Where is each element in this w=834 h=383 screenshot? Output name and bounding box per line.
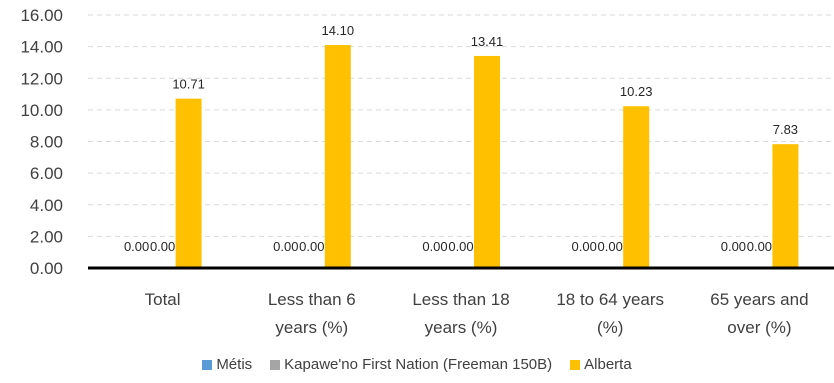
y-tick-label: 2.00 (30, 227, 63, 246)
data-label: 0.00 (598, 239, 623, 254)
x-tick-label: Less than 6 (268, 290, 356, 309)
x-tick-label: Less than 18 (412, 290, 509, 309)
legend-swatch (570, 359, 581, 370)
y-tick-label: 6.00 (30, 164, 63, 183)
x-tick-label: 18 to 64 years (556, 290, 664, 309)
bar (772, 144, 799, 268)
legend-item: Kapawe'no First Nation (Freeman 150B) (270, 356, 552, 373)
data-label: 0.00 (422, 239, 447, 254)
bar (175, 98, 202, 268)
data-label: 0.00 (747, 239, 772, 254)
x-tick-label: Total (145, 290, 181, 309)
data-label: 0.00 (273, 239, 298, 254)
y-tick-label: 14.00 (20, 38, 63, 57)
data-label: 0.00 (124, 239, 149, 254)
legend-item: Alberta (570, 356, 632, 373)
bar (324, 45, 351, 269)
data-label: 13.41 (471, 34, 504, 49)
data-label: 0.00 (150, 239, 175, 254)
x-tick-label: years (%) (275, 318, 348, 337)
data-label: 14.10 (322, 23, 355, 38)
x-tick-label: over (%) (727, 318, 791, 337)
legend-swatch (202, 359, 213, 370)
y-tick-label: 16.00 (20, 6, 63, 25)
data-label: 10.71 (172, 77, 205, 92)
y-tick-label: 10.00 (20, 101, 63, 120)
legend-label: Métis (216, 356, 253, 373)
data-label: 7.83 (773, 122, 798, 137)
bars (175, 45, 799, 269)
x-tick-label: years (%) (425, 318, 498, 337)
legend-swatch (270, 359, 281, 370)
y-tick-label: 0.00 (30, 259, 63, 278)
data-label: 0.00 (299, 239, 324, 254)
y-tick-label: 12.00 (20, 69, 63, 88)
legend-label: Kapawe'no First Nation (Freeman 150B) (284, 356, 553, 373)
y-tick-label: 8.00 (30, 133, 63, 152)
data-label: 10.23 (620, 84, 653, 99)
y-tick-label: 4.00 (30, 196, 63, 215)
y-axis: 0.00 2.00 4.00 6.00 8.00 10.00 12.00 14.00 16.00 (20, 6, 63, 278)
legend-label: Alberta (584, 356, 632, 373)
x-axis: Total Less than 6 years (%) Less than 18 yea… (145, 290, 809, 337)
data-label: 0.00 (721, 239, 746, 254)
x-tick-label: 65 years and (710, 290, 808, 309)
data-label: 0.00 (448, 239, 473, 254)
data-label: 0.00 (572, 239, 597, 254)
legend: Métis Kapawe'no First Nation (Freeman 150… (0, 356, 834, 373)
legend-item: Métis (202, 356, 252, 373)
x-tick-label: (%) (597, 318, 623, 337)
bar (474, 55, 500, 268)
bar (623, 106, 650, 268)
gridlines (88, 14, 834, 237)
